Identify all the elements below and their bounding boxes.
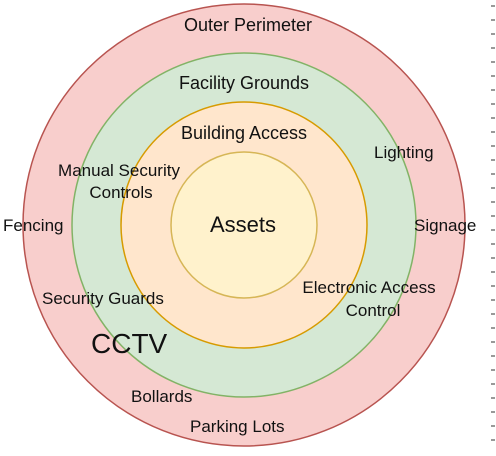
parking-lots-label: Parking Lots <box>190 417 285 436</box>
manual-security-label-line1: Manual Security <box>58 161 180 180</box>
fencing-label: Fencing <box>3 216 64 235</box>
manual-security-label-line2: Controls <box>89 183 153 202</box>
outer-perimeter-title: Outer Perimeter <box>183 15 313 35</box>
assets-title: Assets <box>209 212 277 237</box>
assets-core <box>170 151 318 299</box>
electronic-access-label-line2: Control <box>345 301 401 320</box>
bollards-label: Bollards <box>131 387 193 406</box>
electronic-access-label-line1: Electronic Access <box>302 278 436 297</box>
building-access-title: Building Access <box>180 123 308 143</box>
signage-label: Signage <box>414 216 477 235</box>
security-guards-label: Security Guards <box>42 289 164 308</box>
facility-grounds-title: Facility Grounds <box>178 73 310 93</box>
lighting-label: Lighting <box>374 143 434 162</box>
cctv-label: CCTV <box>91 328 168 359</box>
right-edge-dashes <box>491 5 495 441</box>
